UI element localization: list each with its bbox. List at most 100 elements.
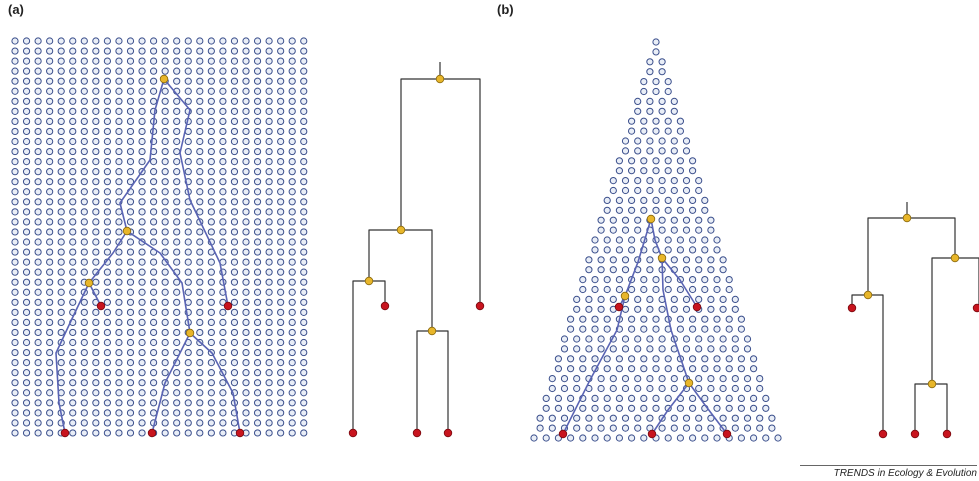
individual-node xyxy=(196,389,204,397)
individual-node xyxy=(126,198,135,206)
individual-node xyxy=(219,338,227,347)
individual-node xyxy=(69,328,77,337)
individual-node xyxy=(46,409,54,417)
individual-node xyxy=(713,276,721,284)
individual-node xyxy=(288,278,296,286)
individual-node xyxy=(184,97,192,105)
individual-node xyxy=(138,37,146,45)
individual-node xyxy=(138,268,146,276)
individual-node xyxy=(762,404,770,412)
individual-node xyxy=(628,315,636,323)
individual-node xyxy=(567,365,575,373)
individual-node xyxy=(634,177,642,185)
individual-node xyxy=(658,58,666,66)
individual-node xyxy=(591,394,599,402)
individual-node xyxy=(670,216,678,224)
individual-node xyxy=(92,87,100,95)
individual-node xyxy=(80,178,88,186)
individual-node xyxy=(579,355,587,363)
individual-node xyxy=(277,137,285,146)
individual-node xyxy=(230,57,239,65)
individual-node xyxy=(253,318,262,326)
individual-node xyxy=(701,434,709,442)
individual-node xyxy=(609,375,617,383)
individual-node xyxy=(300,399,308,407)
individual-node xyxy=(591,276,599,284)
individual-node xyxy=(34,389,42,397)
individual-node xyxy=(219,77,227,85)
individual-node xyxy=(69,47,77,55)
individual-node xyxy=(126,67,135,75)
individual-node xyxy=(219,168,227,176)
individual-node xyxy=(161,168,169,176)
individual-node xyxy=(670,147,678,155)
coalescent-node xyxy=(863,290,873,300)
individual-node xyxy=(707,295,715,303)
individual-node xyxy=(731,345,739,353)
individual-node xyxy=(115,379,123,387)
individual-node xyxy=(621,345,630,353)
individual-node xyxy=(184,379,192,387)
individual-node xyxy=(219,198,227,206)
individual-node xyxy=(69,137,77,146)
individual-node xyxy=(184,389,192,397)
individual-node xyxy=(615,365,624,373)
individual-node xyxy=(621,384,630,393)
individual-node xyxy=(46,228,54,236)
individual-node xyxy=(184,419,192,427)
coalescent-node xyxy=(364,276,374,286)
individual-node xyxy=(300,117,308,126)
individual-node xyxy=(560,414,569,422)
individual-node xyxy=(265,208,273,216)
individual-node xyxy=(69,288,77,296)
individual-node xyxy=(11,137,19,146)
individual-node xyxy=(646,186,654,195)
individual-node xyxy=(277,389,285,397)
individual-node xyxy=(11,147,19,156)
individual-node xyxy=(682,216,691,224)
lineage-path xyxy=(151,332,191,434)
individual-node xyxy=(138,208,146,216)
individual-node xyxy=(22,67,31,75)
individual-node xyxy=(277,228,285,236)
individual-node xyxy=(242,158,250,166)
individual-node xyxy=(277,218,285,226)
individual-node xyxy=(682,226,691,234)
individual-node xyxy=(701,315,709,323)
individual-node xyxy=(126,97,135,105)
individual-node xyxy=(115,338,123,347)
individual-node xyxy=(634,107,642,115)
individual-node xyxy=(196,107,204,115)
individual-node xyxy=(103,87,112,95)
individual-node xyxy=(288,37,296,45)
individual-node xyxy=(676,157,685,165)
individual-node xyxy=(196,419,204,427)
individual-node xyxy=(743,414,752,422)
individual-node xyxy=(11,248,19,256)
individual-node xyxy=(548,424,556,432)
individual-node xyxy=(242,348,250,357)
individual-node xyxy=(591,355,599,363)
individual-node xyxy=(115,137,123,146)
individual-node xyxy=(34,107,42,115)
individual-node xyxy=(115,57,123,65)
individual-node xyxy=(725,365,733,373)
individual-node xyxy=(634,384,642,393)
individual-node xyxy=(548,384,556,393)
individual-node xyxy=(46,258,54,266)
individual-node xyxy=(288,288,296,296)
individual-node xyxy=(300,147,308,156)
lineage-path xyxy=(562,295,626,435)
individual-node xyxy=(253,57,262,65)
coalescent-node xyxy=(902,213,912,223)
individual-node xyxy=(22,348,31,357)
individual-node xyxy=(646,375,654,383)
individual-node xyxy=(230,298,239,306)
individual-node xyxy=(207,77,215,85)
individual-node xyxy=(173,47,181,55)
individual-node xyxy=(658,345,666,353)
individual-node xyxy=(682,335,691,343)
individual-node xyxy=(207,218,215,226)
individual-node xyxy=(138,359,146,367)
individual-node xyxy=(115,97,123,105)
